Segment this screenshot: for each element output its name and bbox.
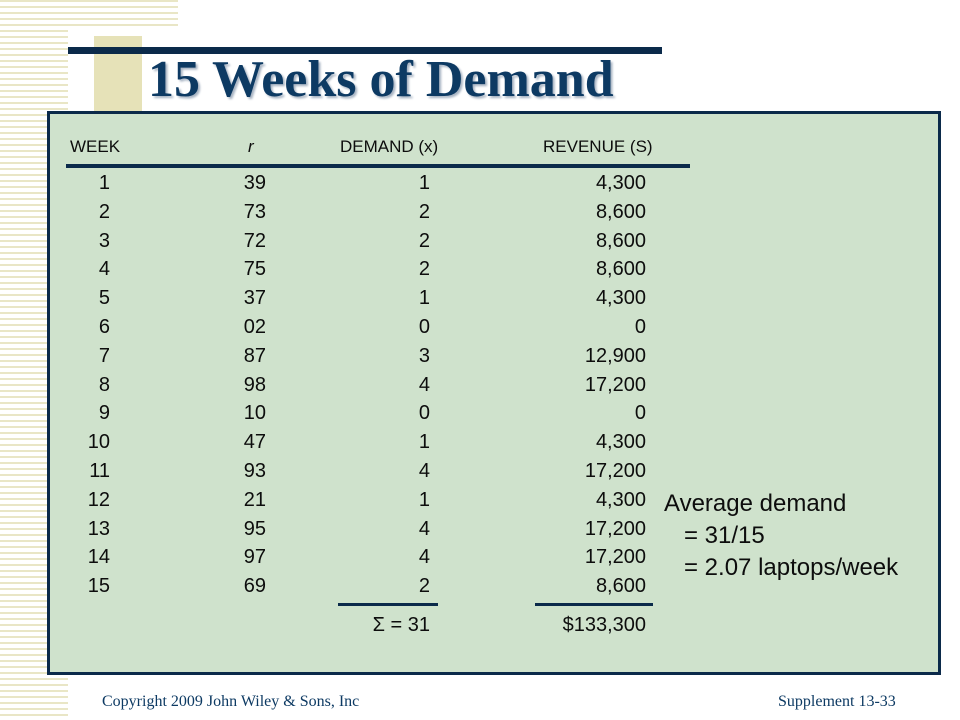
- r-cell: 87: [243, 344, 266, 367]
- demand-cell: 2: [418, 229, 430, 252]
- r-cell: 47: [243, 431, 266, 454]
- week-cell: 14: [87, 546, 110, 569]
- demand-cell: 4: [418, 373, 430, 396]
- demand-cell: 1: [418, 488, 430, 511]
- week-cell: 1: [98, 172, 110, 194]
- week-cell: 2: [98, 200, 110, 223]
- revenue-cell: 17,200: [584, 546, 646, 569]
- table-row: 10 47 1 4,300: [0, 431, 960, 460]
- header-rule: [66, 164, 690, 168]
- revenue-cell: 0: [634, 315, 646, 338]
- revenue-sum-rule: [535, 603, 653, 606]
- demand-cell: 3: [418, 344, 430, 367]
- r-cell: 73: [243, 200, 266, 223]
- revenue-cell: 0: [634, 402, 646, 425]
- week-cell: 11: [89, 459, 110, 482]
- revenue-cell: 17,200: [584, 373, 646, 396]
- demand-cell: 2: [418, 258, 430, 281]
- table-row: 11 93 4 17,200: [0, 460, 960, 489]
- header-revenue: REVENUE (S): [543, 137, 653, 156]
- week-cell: 4: [98, 258, 110, 281]
- table-row: 12 21 1 4,300: [0, 489, 960, 518]
- demand-cell: 4: [418, 459, 430, 482]
- decorative-stripes-top: [68, 0, 178, 30]
- header-demand: DEMAND (x): [340, 137, 439, 156]
- copyright-text: Copyright 2009 John Wiley & Sons, Inc: [102, 693, 360, 710]
- r-cell: 10: [243, 402, 266, 425]
- table-row: 1 39 1 4,300: [0, 172, 960, 201]
- demand-sum: Σ = 31: [372, 614, 430, 636]
- table-row: 7 87 3 12,900: [0, 345, 960, 374]
- table-row: 5 37 1 4,300: [0, 287, 960, 316]
- average-demand-fraction: = 31/15: [684, 522, 765, 549]
- demand-cell: 4: [418, 517, 430, 540]
- revenue-cell: 17,200: [584, 517, 646, 540]
- week-cell: 12: [87, 488, 110, 511]
- week-cell: 5: [98, 287, 110, 310]
- revenue-cell: 8,600: [595, 229, 646, 252]
- week-cell: 10: [87, 431, 110, 454]
- average-demand-label: Average demand: [664, 490, 847, 517]
- average-demand-result: = 2.07 laptops/week: [684, 554, 899, 581]
- table-row: 4 75 2 8,600: [0, 258, 960, 287]
- header-week: WEEK: [70, 137, 121, 156]
- revenue-cell: 8,600: [595, 200, 646, 223]
- revenue-cell: 4,300: [595, 172, 646, 194]
- r-cell: 72: [243, 229, 266, 252]
- r-cell: 93: [243, 459, 266, 482]
- revenue-cell: 4,300: [595, 488, 646, 511]
- r-cell: 02: [243, 315, 266, 338]
- week-cell: 7: [98, 344, 110, 367]
- week-cell: 13: [87, 517, 110, 540]
- week-cell: 15: [87, 575, 110, 598]
- table-row: 6 02 0 0: [0, 316, 960, 345]
- table-row: 3 72 2 8,600: [0, 230, 960, 259]
- data-table: 1 39 1 4,300 2 73 2 8,600 3 72 2 8,600 4 75 2 8,600 5 37 1…: [0, 172, 960, 604]
- week-cell: 9: [98, 402, 110, 425]
- demand-sum-rule: [338, 603, 438, 606]
- demand-cell: 2: [418, 200, 430, 223]
- week-cell: 3: [98, 229, 110, 252]
- r-cell: 39: [243, 172, 266, 194]
- revenue-cell: 4,300: [595, 431, 646, 454]
- header-r: r: [248, 137, 254, 156]
- table-row: 14 97 4 17,200: [0, 546, 960, 575]
- r-cell: 37: [243, 287, 266, 310]
- demand-cell: 0: [418, 402, 430, 425]
- table-row: 9 10 0 0: [0, 402, 960, 431]
- table-row: 15 69 2 8,600: [0, 575, 960, 604]
- table-row: 13 95 4 17,200: [0, 518, 960, 547]
- r-cell: 69: [243, 575, 266, 598]
- r-cell: 95: [243, 517, 266, 540]
- demand-cell: 1: [418, 287, 430, 310]
- demand-cell: 1: [418, 172, 430, 194]
- revenue-cell: 12,900: [584, 344, 646, 367]
- week-cell: 6: [98, 315, 110, 338]
- demand-cell: 1: [418, 431, 430, 454]
- r-cell: 97: [243, 546, 266, 569]
- slide-title: 15 Weeks of Demand: [148, 51, 614, 108]
- demand-cell: 2: [418, 575, 430, 598]
- revenue-cell: 8,600: [595, 575, 646, 598]
- title-rule: [68, 47, 662, 54]
- revenue-cell: 4,300: [595, 287, 646, 310]
- r-cell: 98: [243, 373, 266, 396]
- slide-reference: Supplement 13-33: [778, 693, 896, 710]
- content-panel: [47, 111, 941, 675]
- revenue-sum: $133,300: [562, 614, 646, 636]
- demand-cell: 0: [418, 315, 430, 338]
- table-row: 2 73 2 8,600: [0, 201, 960, 230]
- table-row: 8 98 4 17,200: [0, 374, 960, 403]
- revenue-cell: 17,200: [584, 459, 646, 482]
- r-cell: 75: [243, 258, 266, 281]
- r-cell: 21: [243, 488, 266, 511]
- week-cell: 8: [98, 373, 110, 396]
- demand-cell: 4: [418, 546, 430, 569]
- revenue-cell: 8,600: [595, 258, 646, 281]
